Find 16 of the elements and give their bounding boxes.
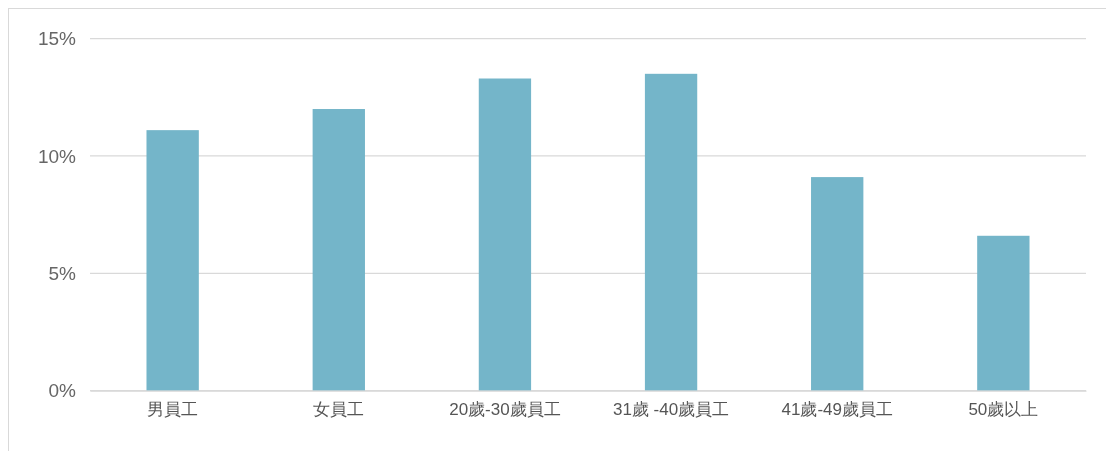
bar bbox=[644, 73, 698, 391]
y-tick-label: 10% bbox=[37, 145, 77, 167]
bar bbox=[146, 130, 199, 391]
y-tick-label: 0% bbox=[48, 380, 77, 402]
bar bbox=[811, 177, 864, 391]
x-tick-label: 女員工 bbox=[313, 399, 365, 419]
y-tick-label: 5% bbox=[48, 262, 77, 284]
bar bbox=[312, 109, 365, 391]
y-tick-label: 15% bbox=[37, 28, 77, 50]
x-tick-label: 20歲-30歲員工 bbox=[449, 399, 561, 419]
x-tick-label: 41歲-49歲員工 bbox=[781, 399, 893, 419]
bar bbox=[478, 78, 532, 391]
x-tick-label: 50歲以上 bbox=[968, 399, 1039, 419]
x-tick-label: 31歲 -40歲員工 bbox=[612, 399, 730, 419]
x-tick-label: 男員工 bbox=[147, 399, 199, 419]
bar bbox=[977, 235, 1030, 391]
